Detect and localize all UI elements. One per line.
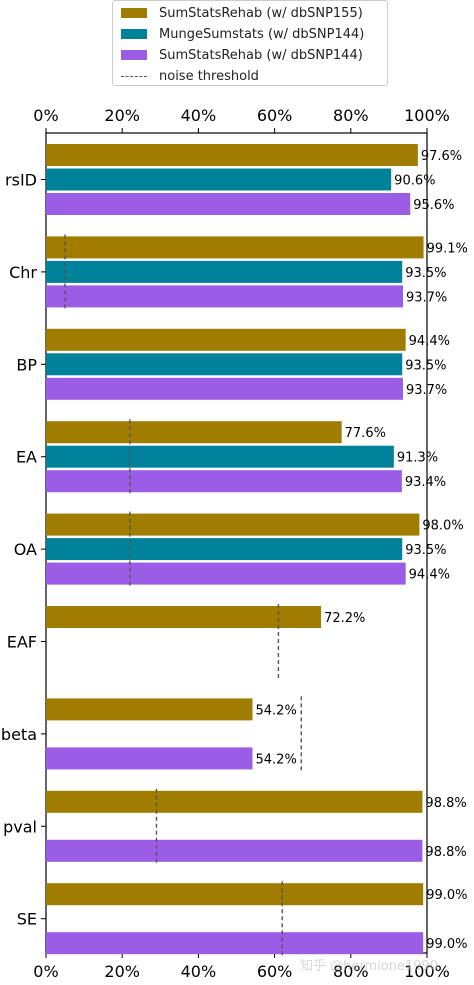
x-tick-top-label: 40%: [181, 106, 217, 125]
x-tick-top-label: 0%: [33, 106, 58, 125]
data-label: 98.8%: [425, 796, 466, 811]
y-tick-label: BP: [16, 355, 37, 374]
x-tick-bottom-label: 40%: [181, 962, 217, 981]
data-label: 98.0%: [422, 519, 463, 534]
y-tick-label: rsID: [5, 171, 37, 190]
data-label: 93.4%: [405, 475, 446, 490]
x-tick-bottom-label: 60%: [257, 962, 293, 981]
legend-swatch-series-2: [121, 29, 147, 39]
legend-item-noise-threshold: noise threshold: [121, 67, 259, 85]
x-tick-top-label: 80%: [333, 106, 369, 125]
legend-label-noise-threshold: noise threshold: [159, 68, 259, 84]
legend-item-series-2: MungeSumstats (w/ dbSNP144): [121, 25, 364, 43]
data-label: 98.8%: [425, 845, 466, 860]
data-label: 72.2%: [324, 611, 365, 626]
data-label: 77.6%: [345, 426, 386, 441]
bar: [46, 144, 418, 166]
x-tick-top-label: 60%: [257, 106, 293, 125]
bar: [46, 193, 411, 215]
y-tick-label: SE: [17, 910, 37, 929]
bar: [46, 470, 402, 493]
data-label: 93.7%: [406, 383, 447, 398]
bar: [46, 538, 403, 561]
data-label: 93.5%: [405, 358, 446, 373]
legend-label-series-3: SumStatsRehab (w/ dbSNP144): [159, 47, 363, 63]
x-tick-bottom-label: 80%: [333, 962, 369, 981]
data-label: 54.2%: [256, 752, 297, 767]
bar: [46, 790, 423, 813]
legend-dash-noise-threshold: [121, 75, 147, 77]
x-tick-top-label: 20%: [104, 106, 140, 125]
y-tick-label: EA: [16, 448, 37, 467]
bar: [46, 260, 403, 283]
legend-item-series-1: SumStatsRehab (w/ dbSNP155): [121, 4, 363, 22]
y-tick-label: Chr: [9, 263, 37, 282]
bar: [46, 236, 424, 259]
x-tick-bottom-label: 0%: [33, 962, 58, 981]
data-label: 90.6%: [394, 174, 435, 189]
bar: [46, 747, 253, 770]
bar: [46, 698, 253, 721]
x-tick-top-label: 100%: [404, 106, 450, 125]
data-label: 99.0%: [426, 937, 467, 952]
y-tick-label: beta: [1, 725, 37, 744]
data-label: 95.6%: [413, 198, 454, 213]
legend-label-series-1: SumStatsRehab (w/ dbSNP155): [159, 5, 363, 21]
legend-label-series-2: MungeSumstats (w/ dbSNP144): [159, 26, 365, 42]
bar: [46, 513, 420, 536]
y-tick-label: OA: [14, 540, 37, 559]
data-label: 94.4%: [409, 568, 450, 583]
data-label: 93.5%: [405, 543, 446, 558]
legend-item-series-3: SumStatsRehab (w/ dbSNP144): [121, 46, 363, 64]
bar: [46, 285, 403, 308]
legend-swatch-series-3: [121, 50, 147, 60]
data-label: 91.3%: [397, 451, 438, 466]
data-label: 93.7%: [406, 290, 447, 305]
x-tick-bottom-label: 100%: [404, 962, 450, 981]
bar: [46, 421, 342, 444]
bar: [46, 168, 392, 191]
data-label: 94.4%: [409, 334, 450, 349]
y-tick-label: pval: [3, 817, 37, 836]
bar: [46, 377, 403, 400]
bar: [46, 445, 394, 468]
bar: [46, 883, 424, 906]
data-label: 93.5%: [405, 266, 446, 281]
watermark: 知乎 @hermione1990: [300, 959, 439, 974]
bar: [46, 839, 423, 862]
bar: [46, 562, 406, 585]
bar: [46, 328, 406, 351]
data-label: 99.0%: [426, 888, 467, 903]
bar: [46, 932, 424, 955]
data-label: 97.6%: [421, 149, 462, 164]
legend-swatch-series-1: [121, 8, 147, 18]
x-tick-bottom-label: 20%: [104, 962, 140, 981]
bar: [46, 606, 322, 628]
data-label: 99.1%: [427, 241, 468, 256]
y-tick-label: EAF: [7, 633, 37, 652]
data-label: 54.2%: [256, 703, 297, 718]
legend: SumStatsRehab (w/ dbSNP155) MungeSumstat…: [112, 0, 388, 86]
bar: [46, 353, 403, 376]
